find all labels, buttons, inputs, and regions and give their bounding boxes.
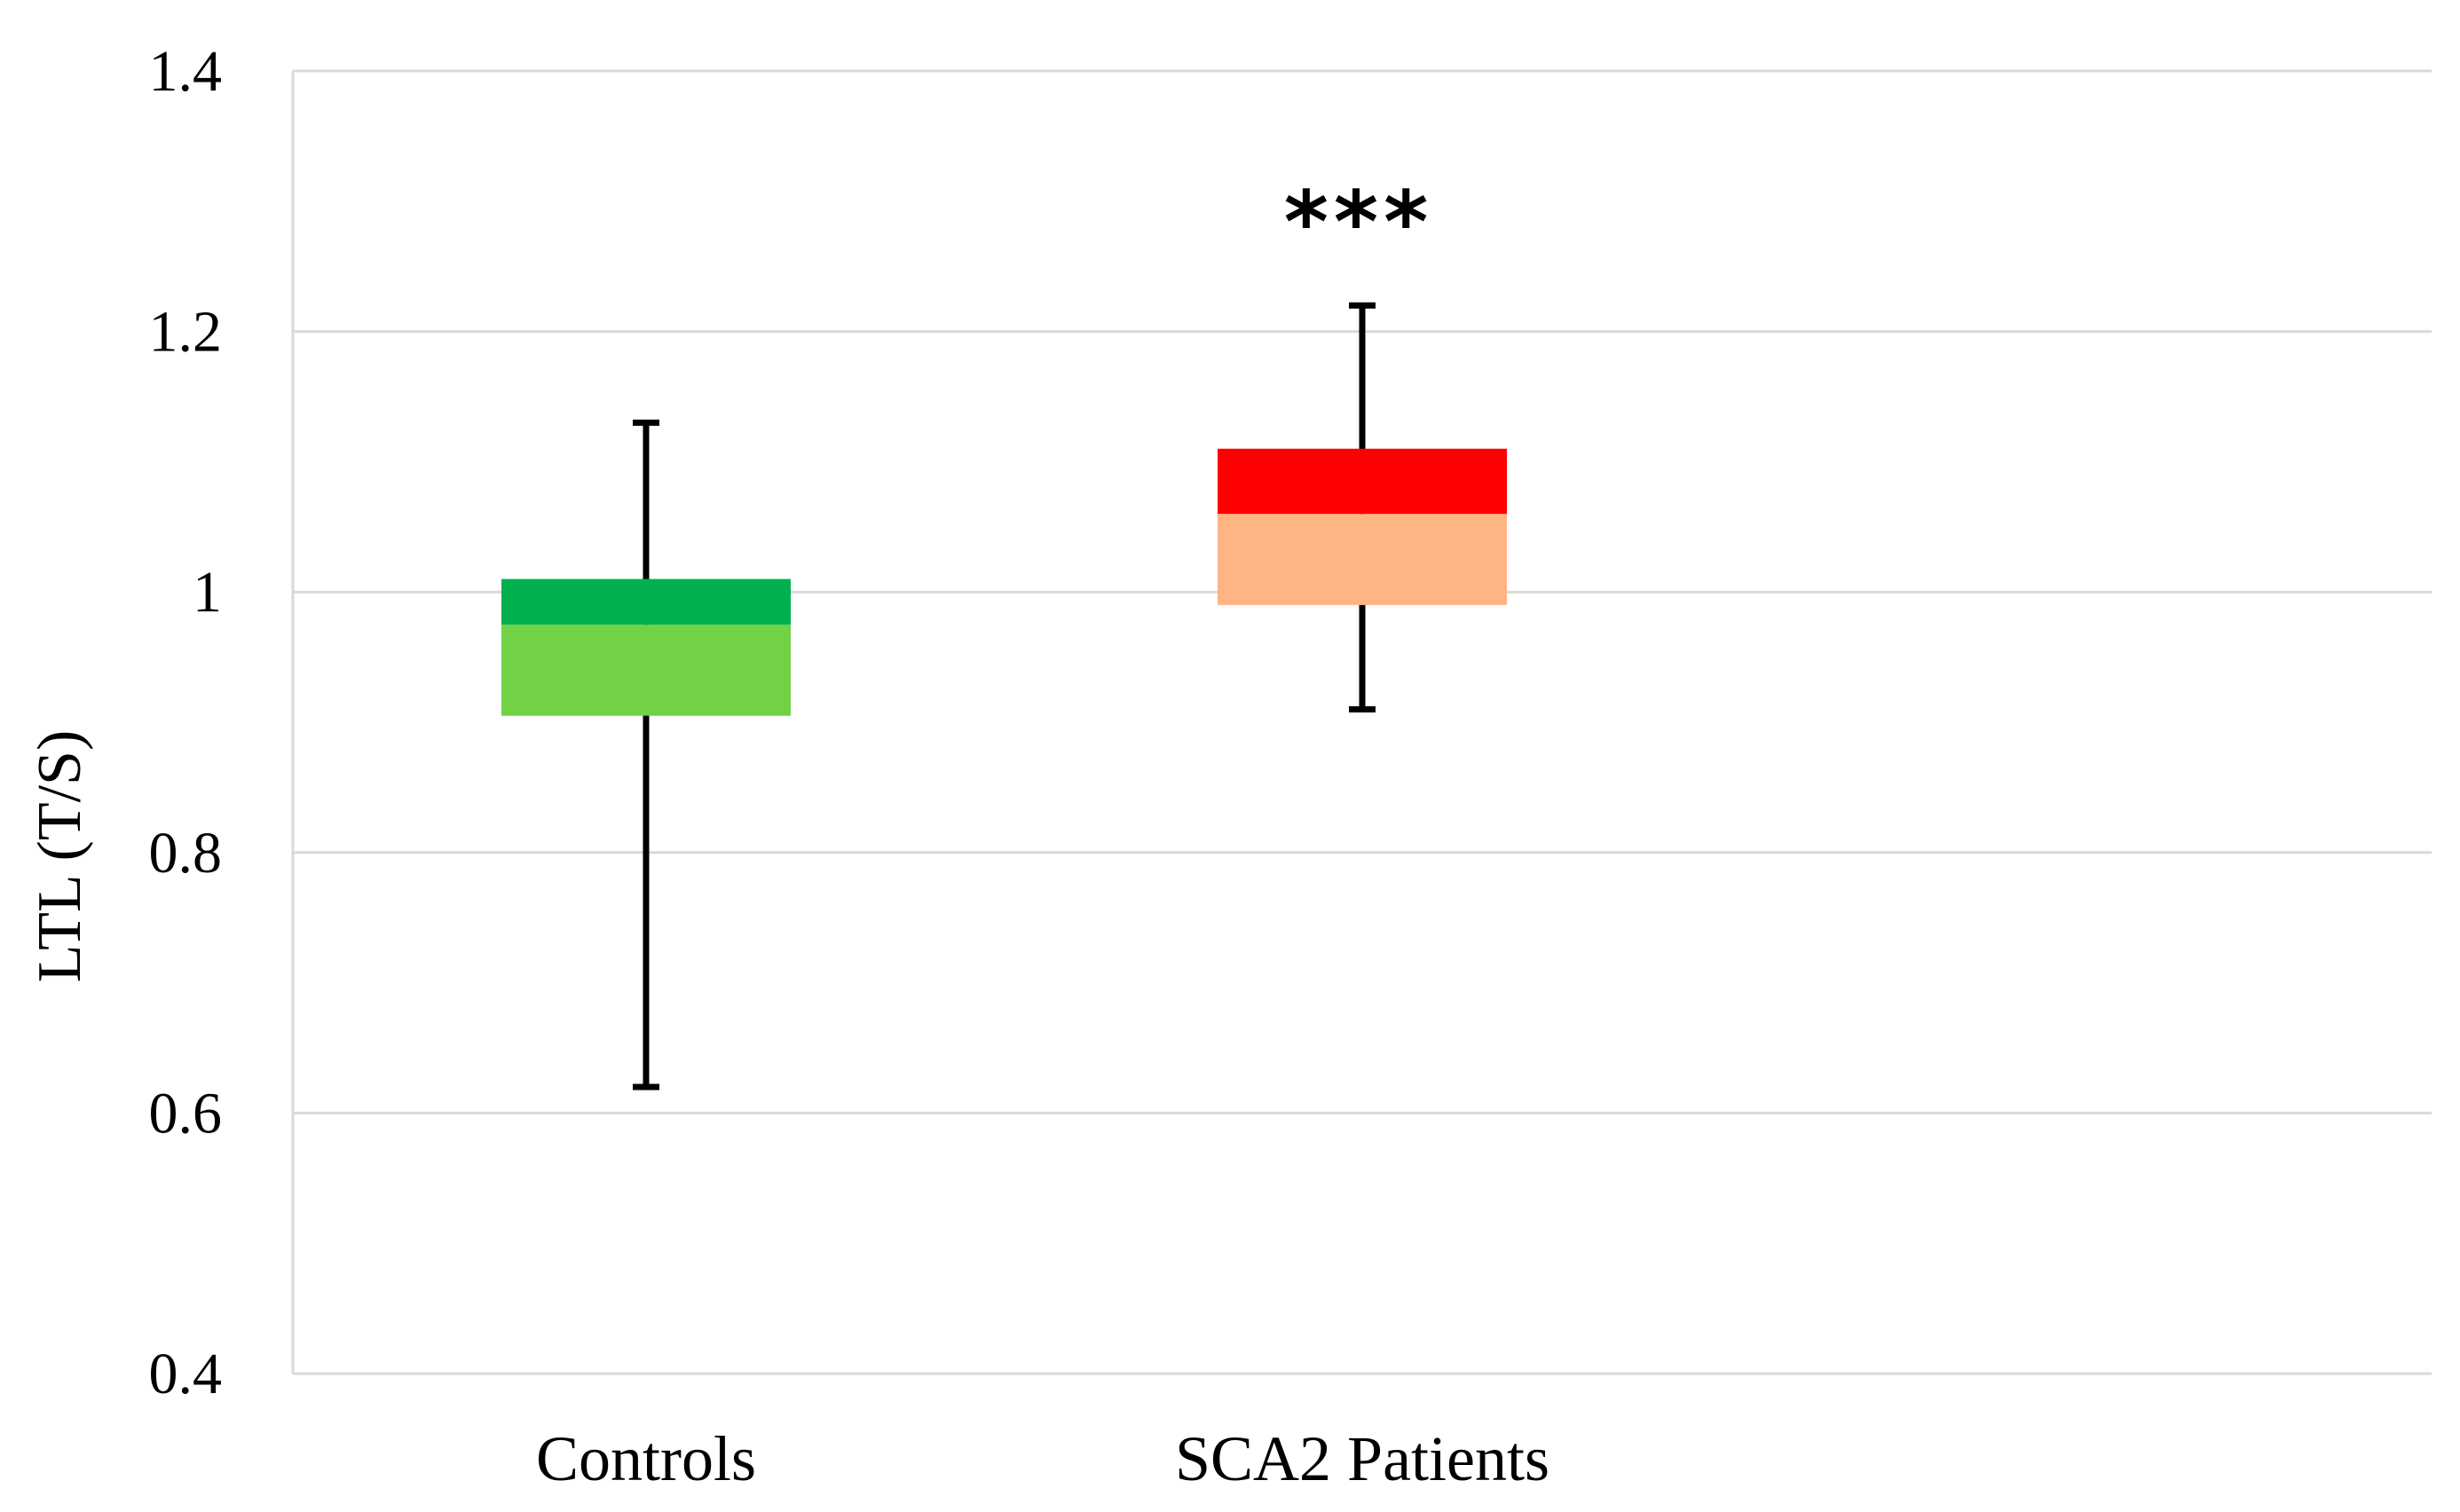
y-axis-title: LTL (T/S) (26, 730, 94, 983)
y-tick-label: 1.2 (149, 300, 223, 365)
box-group (501, 419, 791, 1091)
y-tick-label: 1 (193, 560, 222, 625)
y-tick-label: 0.8 (149, 821, 223, 886)
x-category-label: Controls (536, 1423, 756, 1494)
box-upper (501, 579, 791, 625)
significance-annotation: *** (1284, 173, 1434, 272)
y-tick-label: 0.6 (149, 1081, 223, 1146)
box-upper (1218, 448, 1507, 515)
y-tick-label: 0.4 (149, 1342, 223, 1406)
box-lower (1218, 514, 1507, 605)
axes (291, 71, 2432, 1375)
y-tick-label: 1.4 (149, 39, 223, 104)
labels: 0.4 0.6 0.8 1 1.2 1.4 Controls *** SCA2 Patients (149, 39, 1550, 1494)
box-lower (501, 624, 791, 716)
boxes (501, 302, 1507, 1091)
box-group (1218, 302, 1507, 713)
x-category-label: SCA2 Patients (1175, 1423, 1549, 1494)
